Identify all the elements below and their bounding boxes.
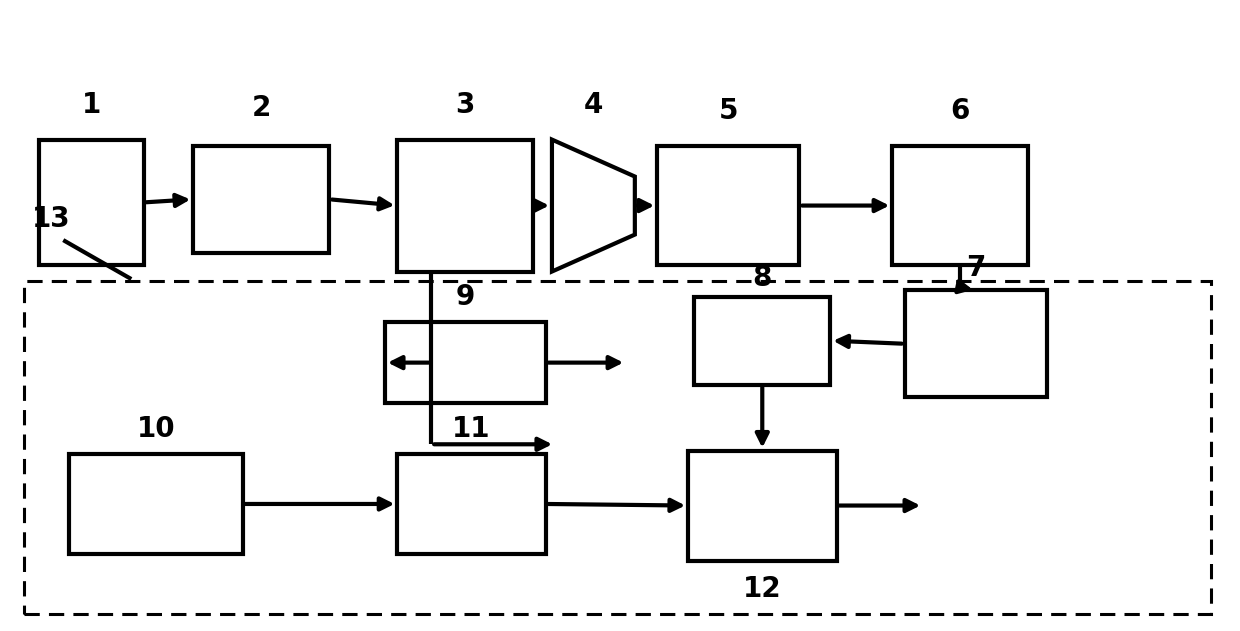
Bar (397, 454, 546, 554)
Text: 12: 12 (743, 575, 781, 603)
Bar (397, 139, 533, 271)
Text: 9: 9 (456, 283, 475, 310)
Bar (384, 322, 546, 403)
Text: 1: 1 (82, 91, 100, 119)
Bar (38, 139, 144, 265)
Text: 5: 5 (718, 97, 738, 126)
Bar (193, 146, 330, 252)
Text: 6: 6 (951, 97, 970, 126)
Text: 8: 8 (753, 264, 773, 292)
Text: 13: 13 (32, 204, 71, 233)
Polygon shape (552, 139, 635, 271)
Bar (694, 297, 831, 385)
Text: 7: 7 (966, 254, 986, 283)
Bar (904, 290, 1047, 397)
Bar (893, 146, 1028, 265)
Bar (69, 454, 243, 554)
Bar (657, 146, 800, 265)
Text: 10: 10 (136, 415, 175, 442)
Bar (24, 281, 1211, 614)
Text: 2: 2 (252, 94, 270, 122)
Text: 4: 4 (584, 91, 603, 119)
Text: 11: 11 (453, 415, 491, 442)
Text: 3: 3 (455, 91, 475, 119)
Bar (688, 451, 837, 560)
